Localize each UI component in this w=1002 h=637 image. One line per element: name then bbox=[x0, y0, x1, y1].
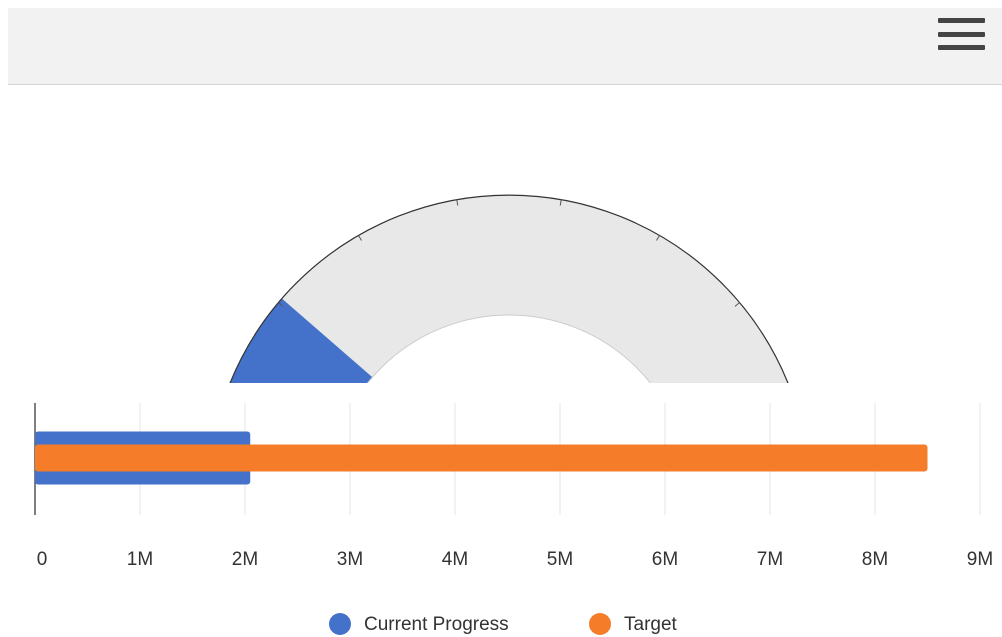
gauge-tick bbox=[559, 199, 562, 206]
gauge-outline bbox=[229, 194, 789, 383]
gauge-tick bbox=[278, 302, 284, 307]
x-tick-label: 1M bbox=[127, 549, 153, 570]
x-tick-label: 8M bbox=[862, 549, 888, 570]
x-tick-label: 7M bbox=[757, 549, 783, 570]
x-tick-label: 2M bbox=[232, 549, 258, 570]
gauge-tick bbox=[358, 235, 362, 241]
x-tick-label: 4M bbox=[442, 549, 468, 570]
gauge-inner-outline bbox=[367, 314, 651, 383]
gauge-track bbox=[230, 195, 788, 383]
bar bbox=[35, 444, 928, 472]
gauge-tick bbox=[226, 393, 232, 395]
menu-button[interactable] bbox=[938, 18, 985, 50]
x-tick-label: 0 bbox=[37, 549, 48, 570]
gauge-tick bbox=[734, 302, 740, 307]
plot: 0 1M 2M 3M 4M 5M 6M 7M 8M 9M Current Progress Targe… bbox=[34, 403, 993, 635]
legend-label: Current Progress bbox=[364, 614, 509, 635]
legend-label: Target bbox=[624, 614, 678, 635]
legend-swatch bbox=[589, 613, 611, 635]
toolbar bbox=[8, 8, 1002, 84]
gauge-tick bbox=[456, 199, 459, 206]
legend-swatch bbox=[329, 613, 351, 635]
gauge-tick bbox=[786, 393, 792, 395]
gauge bbox=[226, 194, 792, 395]
x-tick-label: 9M bbox=[967, 549, 993, 570]
x-tick-label: 6M bbox=[652, 549, 678, 570]
x-tick-label: 3M bbox=[337, 549, 363, 570]
gauge-tick bbox=[656, 235, 660, 241]
x-tick-label: 5M bbox=[547, 549, 573, 570]
